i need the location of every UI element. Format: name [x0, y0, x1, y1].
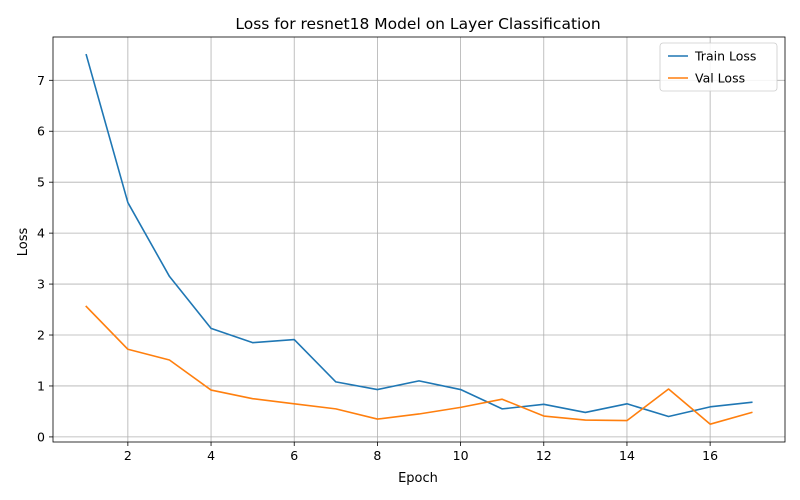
y-tick-label: 5 [37, 175, 45, 190]
series-line-val-loss [85, 305, 753, 425]
x-tick-label: 8 [373, 448, 381, 463]
y-tick-label: 6 [37, 124, 45, 139]
y-tick-label: 1 [37, 378, 45, 393]
series-lines [85, 53, 753, 425]
legend-box [659, 42, 778, 92]
legend: Train Loss Val Loss [659, 42, 778, 92]
y-tick-label: 3 [37, 277, 45, 292]
x-tick-label: 2 [124, 448, 132, 463]
y-tick-label: 0 [37, 429, 45, 444]
x-tick-label: 16 [702, 448, 718, 463]
x-tick-label: 12 [536, 448, 552, 463]
series-line-train-loss [85, 53, 753, 418]
y-tick-label: 7 [37, 73, 45, 88]
legend-label: Val Loss [695, 71, 745, 86]
x-tick-label: 14 [619, 448, 635, 463]
y-tick-label: 4 [37, 226, 45, 241]
y-tick-label: 2 [37, 328, 45, 343]
x-tick-label: 10 [453, 448, 469, 463]
y-axis-label: Loss [16, 228, 31, 257]
x-tick-label: 4 [207, 448, 215, 463]
x-axis-label: Epoch [398, 471, 438, 486]
legend-label: Train Loss [694, 49, 756, 64]
plot-frame [52, 36, 786, 443]
x-tick-label: 6 [290, 448, 298, 463]
chart-title: Loss for resnet18 Model on Layer Classif… [235, 15, 600, 33]
